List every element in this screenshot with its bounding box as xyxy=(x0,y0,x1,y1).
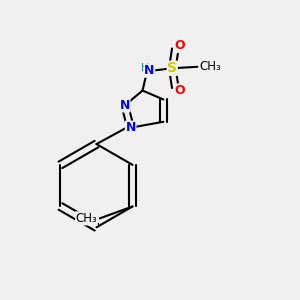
Text: N: N xyxy=(144,64,154,77)
Text: O: O xyxy=(174,40,185,52)
Text: CH₃: CH₃ xyxy=(199,60,221,73)
Text: N: N xyxy=(125,121,136,134)
Text: O: O xyxy=(174,84,185,97)
Text: CH₃: CH₃ xyxy=(76,212,97,225)
Text: N: N xyxy=(119,99,130,112)
Text: S: S xyxy=(167,61,177,75)
Text: H: H xyxy=(141,63,150,73)
